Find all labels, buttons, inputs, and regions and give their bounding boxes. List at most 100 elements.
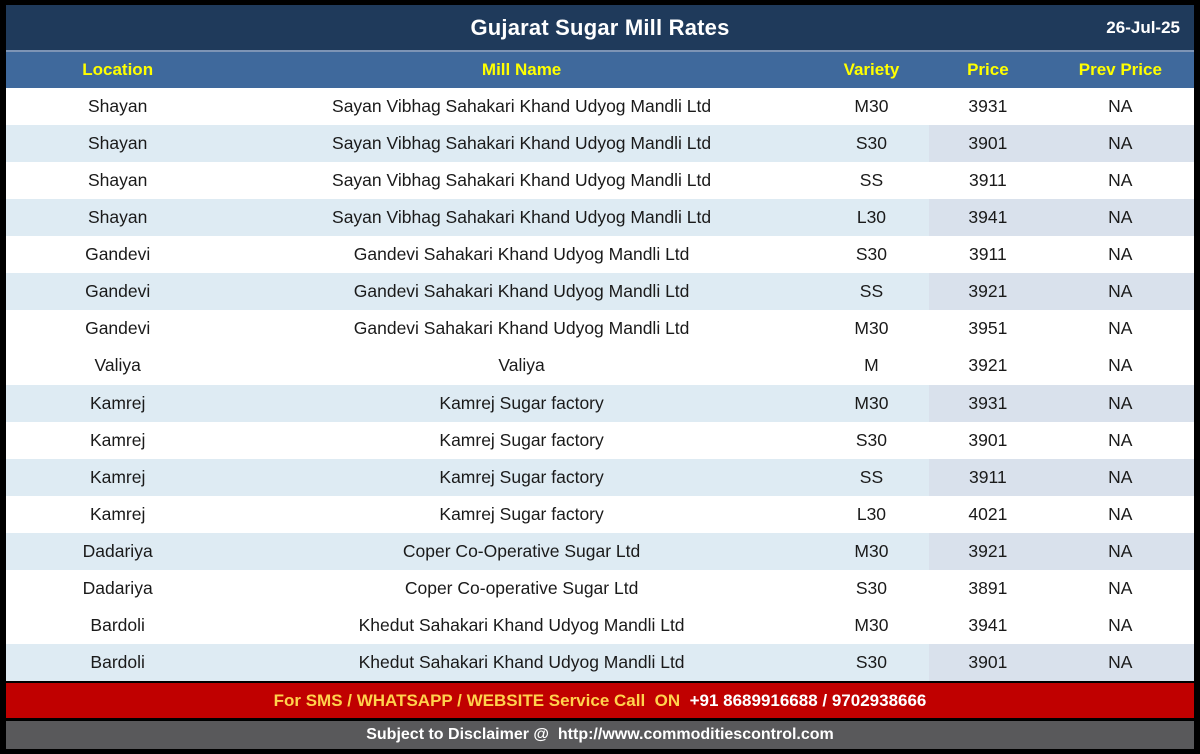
cell-mill-name: Kamrej Sugar factory — [439, 392, 604, 413]
cell-variety: S30 — [855, 133, 888, 154]
table-row: Valiya Valiya M 3921 NA — [6, 347, 1194, 385]
cell-mill-name: Sayan Vibhag Sahakari Khand Udyog Mandli… — [332, 170, 712, 191]
table-row: Gandevi Gandevi Sahakari Khand Udyog Man… — [6, 310, 1194, 348]
cell-prev-price: NA — [1046, 273, 1194, 311]
cell-prev-price: NA — [1108, 318, 1133, 339]
cell-prev-price: NA — [1108, 503, 1133, 524]
cell-price: 3911 — [929, 458, 1047, 496]
cell-prev-price: NA — [1046, 199, 1194, 237]
cell-price: 3941 — [929, 199, 1047, 237]
cell-prev-price: NA — [1046, 125, 1194, 163]
column-header-prev-price: Prev Price — [1078, 60, 1162, 79]
table-row: Gandevi Gandevi Sahakari Khand Udyog Man… — [6, 236, 1194, 274]
cell-prev-price: NA — [1046, 458, 1194, 496]
cell-variety: SS — [859, 466, 884, 487]
cell-prev-price: NA — [1108, 429, 1133, 450]
cell-prev-price: NA — [1108, 96, 1133, 117]
cell-variety: M30 — [854, 96, 889, 117]
cell-location: Valiya — [94, 355, 141, 376]
table-row: Kamrej Kamrej Sugar factory S30 3901 NA — [6, 421, 1194, 459]
cell-mill-name: Gandevi Sahakari Khand Udyog Mandli Ltd — [353, 281, 690, 302]
cell-location: Dadariya — [82, 540, 153, 561]
cell-prev-price: NA — [1108, 577, 1133, 598]
cell-location: Bardoli — [90, 651, 145, 672]
cell-price: 3921 — [929, 532, 1047, 570]
table-row: Bardoli Khedut Sahakari Khand Udyog Mand… — [6, 606, 1194, 644]
cell-mill-name: Gandevi Sahakari Khand Udyog Mandli Ltd — [353, 244, 690, 265]
cell-variety: S30 — [855, 244, 888, 265]
title-bar: Gujarat Sugar Mill Rates 26-Jul-25 — [6, 5, 1194, 50]
cell-location: Bardoli — [90, 614, 145, 635]
cell-variety: SS — [859, 170, 884, 191]
cell-prev-price: NA — [1046, 532, 1194, 570]
cell-prev-price: NA — [1108, 170, 1133, 191]
table-row: Shayan Sayan Vibhag Sahakari Khand Udyog… — [6, 199, 1194, 237]
cell-location: Shayan — [87, 170, 148, 191]
cell-prev-price: NA — [1046, 384, 1194, 422]
cell-variety: M — [864, 355, 879, 376]
title-header-divider — [6, 50, 1194, 52]
page-title: Gujarat Sugar Mill Rates — [470, 14, 730, 40]
table-row: Gandevi Gandevi Sahakari Khand Udyog Man… — [6, 273, 1194, 311]
cell-variety: M30 — [854, 392, 889, 413]
cell-mill-name: Valiya — [498, 355, 545, 376]
table-row: Dadariya Coper Co-operative Sugar Ltd S3… — [6, 569, 1194, 607]
table-row: Kamrej Kamrej Sugar factory M30 3931 NA — [6, 384, 1194, 422]
cell-price: 3901 — [968, 429, 1008, 450]
table-row: Shayan Sayan Vibhag Sahakari Khand Udyog… — [6, 125, 1194, 163]
cell-variety: S30 — [855, 577, 888, 598]
table-body: Shayan Sayan Vibhag Sahakari Khand Udyog… — [6, 88, 1194, 681]
table-row: Bardoli Khedut Sahakari Khand Udyog Mand… — [6, 643, 1194, 681]
cell-mill-name: Khedut Sahakari Khand Udyog Mandli Ltd — [358, 651, 685, 672]
cell-mill-name: Gandevi Sahakari Khand Udyog Mandli Ltd — [353, 318, 690, 339]
cell-price: 3911 — [969, 244, 1007, 265]
table-row: Kamrej Kamrej Sugar factory SS 3911 NA — [6, 458, 1194, 496]
cell-variety: SS — [859, 281, 884, 302]
cell-price: 3911 — [969, 170, 1007, 191]
table-row: Shayan Sayan Vibhag Sahakari Khand Udyog… — [6, 162, 1194, 200]
disclaimer-text: Subject to Disclaimer @ http://www.commo… — [366, 726, 834, 743]
footer-divider — [6, 718, 1194, 721]
cell-prev-price: NA — [1046, 643, 1194, 681]
cell-price: 3931 — [929, 384, 1047, 422]
cell-mill-name: Coper Co-operative Sugar Ltd — [404, 577, 639, 598]
cell-price: 3921 — [968, 355, 1008, 376]
cell-location: Kamrej — [89, 466, 146, 487]
cell-mill-name: Sayan Vibhag Sahakari Khand Udyog Mandli… — [332, 133, 712, 154]
cell-variety: L30 — [856, 207, 887, 228]
cell-prev-price: NA — [1108, 614, 1133, 635]
column-header-mill-name: Mill Name — [481, 60, 562, 79]
cell-location: Dadariya — [82, 577, 153, 598]
cell-price: 3951 — [968, 318, 1008, 339]
cell-variety: S30 — [855, 651, 888, 672]
cell-price: 3901 — [929, 643, 1047, 681]
cell-price: 3931 — [968, 96, 1008, 117]
cell-location: Shayan — [87, 96, 148, 117]
cell-location: Shayan — [87, 207, 148, 228]
column-header-variety: Variety — [843, 60, 900, 79]
cell-price: 3891 — [968, 577, 1008, 598]
cell-location: Shayan — [87, 133, 148, 154]
cell-mill-name: Kamrej Sugar factory — [439, 429, 604, 450]
table-header-row: Location Mill Name Variety Price Prev Pr… — [6, 52, 1194, 88]
cell-mill-name: Kamrej Sugar factory — [439, 503, 604, 524]
column-header-location: Location — [82, 60, 154, 79]
cell-price: 3941 — [968, 614, 1008, 635]
disclaimer-bar: Subject to Disclaimer @ http://www.commo… — [6, 721, 1194, 749]
cell-location: Kamrej — [89, 503, 146, 524]
table-row: Dadariya Coper Co-Operative Sugar Ltd M3… — [6, 532, 1194, 570]
cell-mill-name: Sayan Vibhag Sahakari Khand Udyog Mandli… — [332, 207, 712, 228]
cell-variety: M30 — [854, 540, 889, 561]
cell-variety: M30 — [854, 614, 889, 635]
cell-location: Gandevi — [85, 281, 151, 302]
cell-variety: M30 — [854, 318, 889, 339]
cell-location: Gandevi — [85, 318, 151, 339]
service-contact-bar: For SMS / WHATSAPP / WEBSITE Service Cal… — [6, 683, 1194, 718]
service-contact-numbers: +91 8689916688 / 9702938666 — [689, 690, 927, 710]
cell-variety: S30 — [855, 429, 888, 450]
table-row: Kamrej Kamrej Sugar factory L30 4021 NA — [6, 495, 1194, 533]
cell-mill-name: Khedut Sahakari Khand Udyog Mandli Ltd — [358, 614, 685, 635]
report-date: 26-Jul-25 — [1106, 17, 1180, 37]
cell-location: Kamrej — [89, 429, 146, 450]
